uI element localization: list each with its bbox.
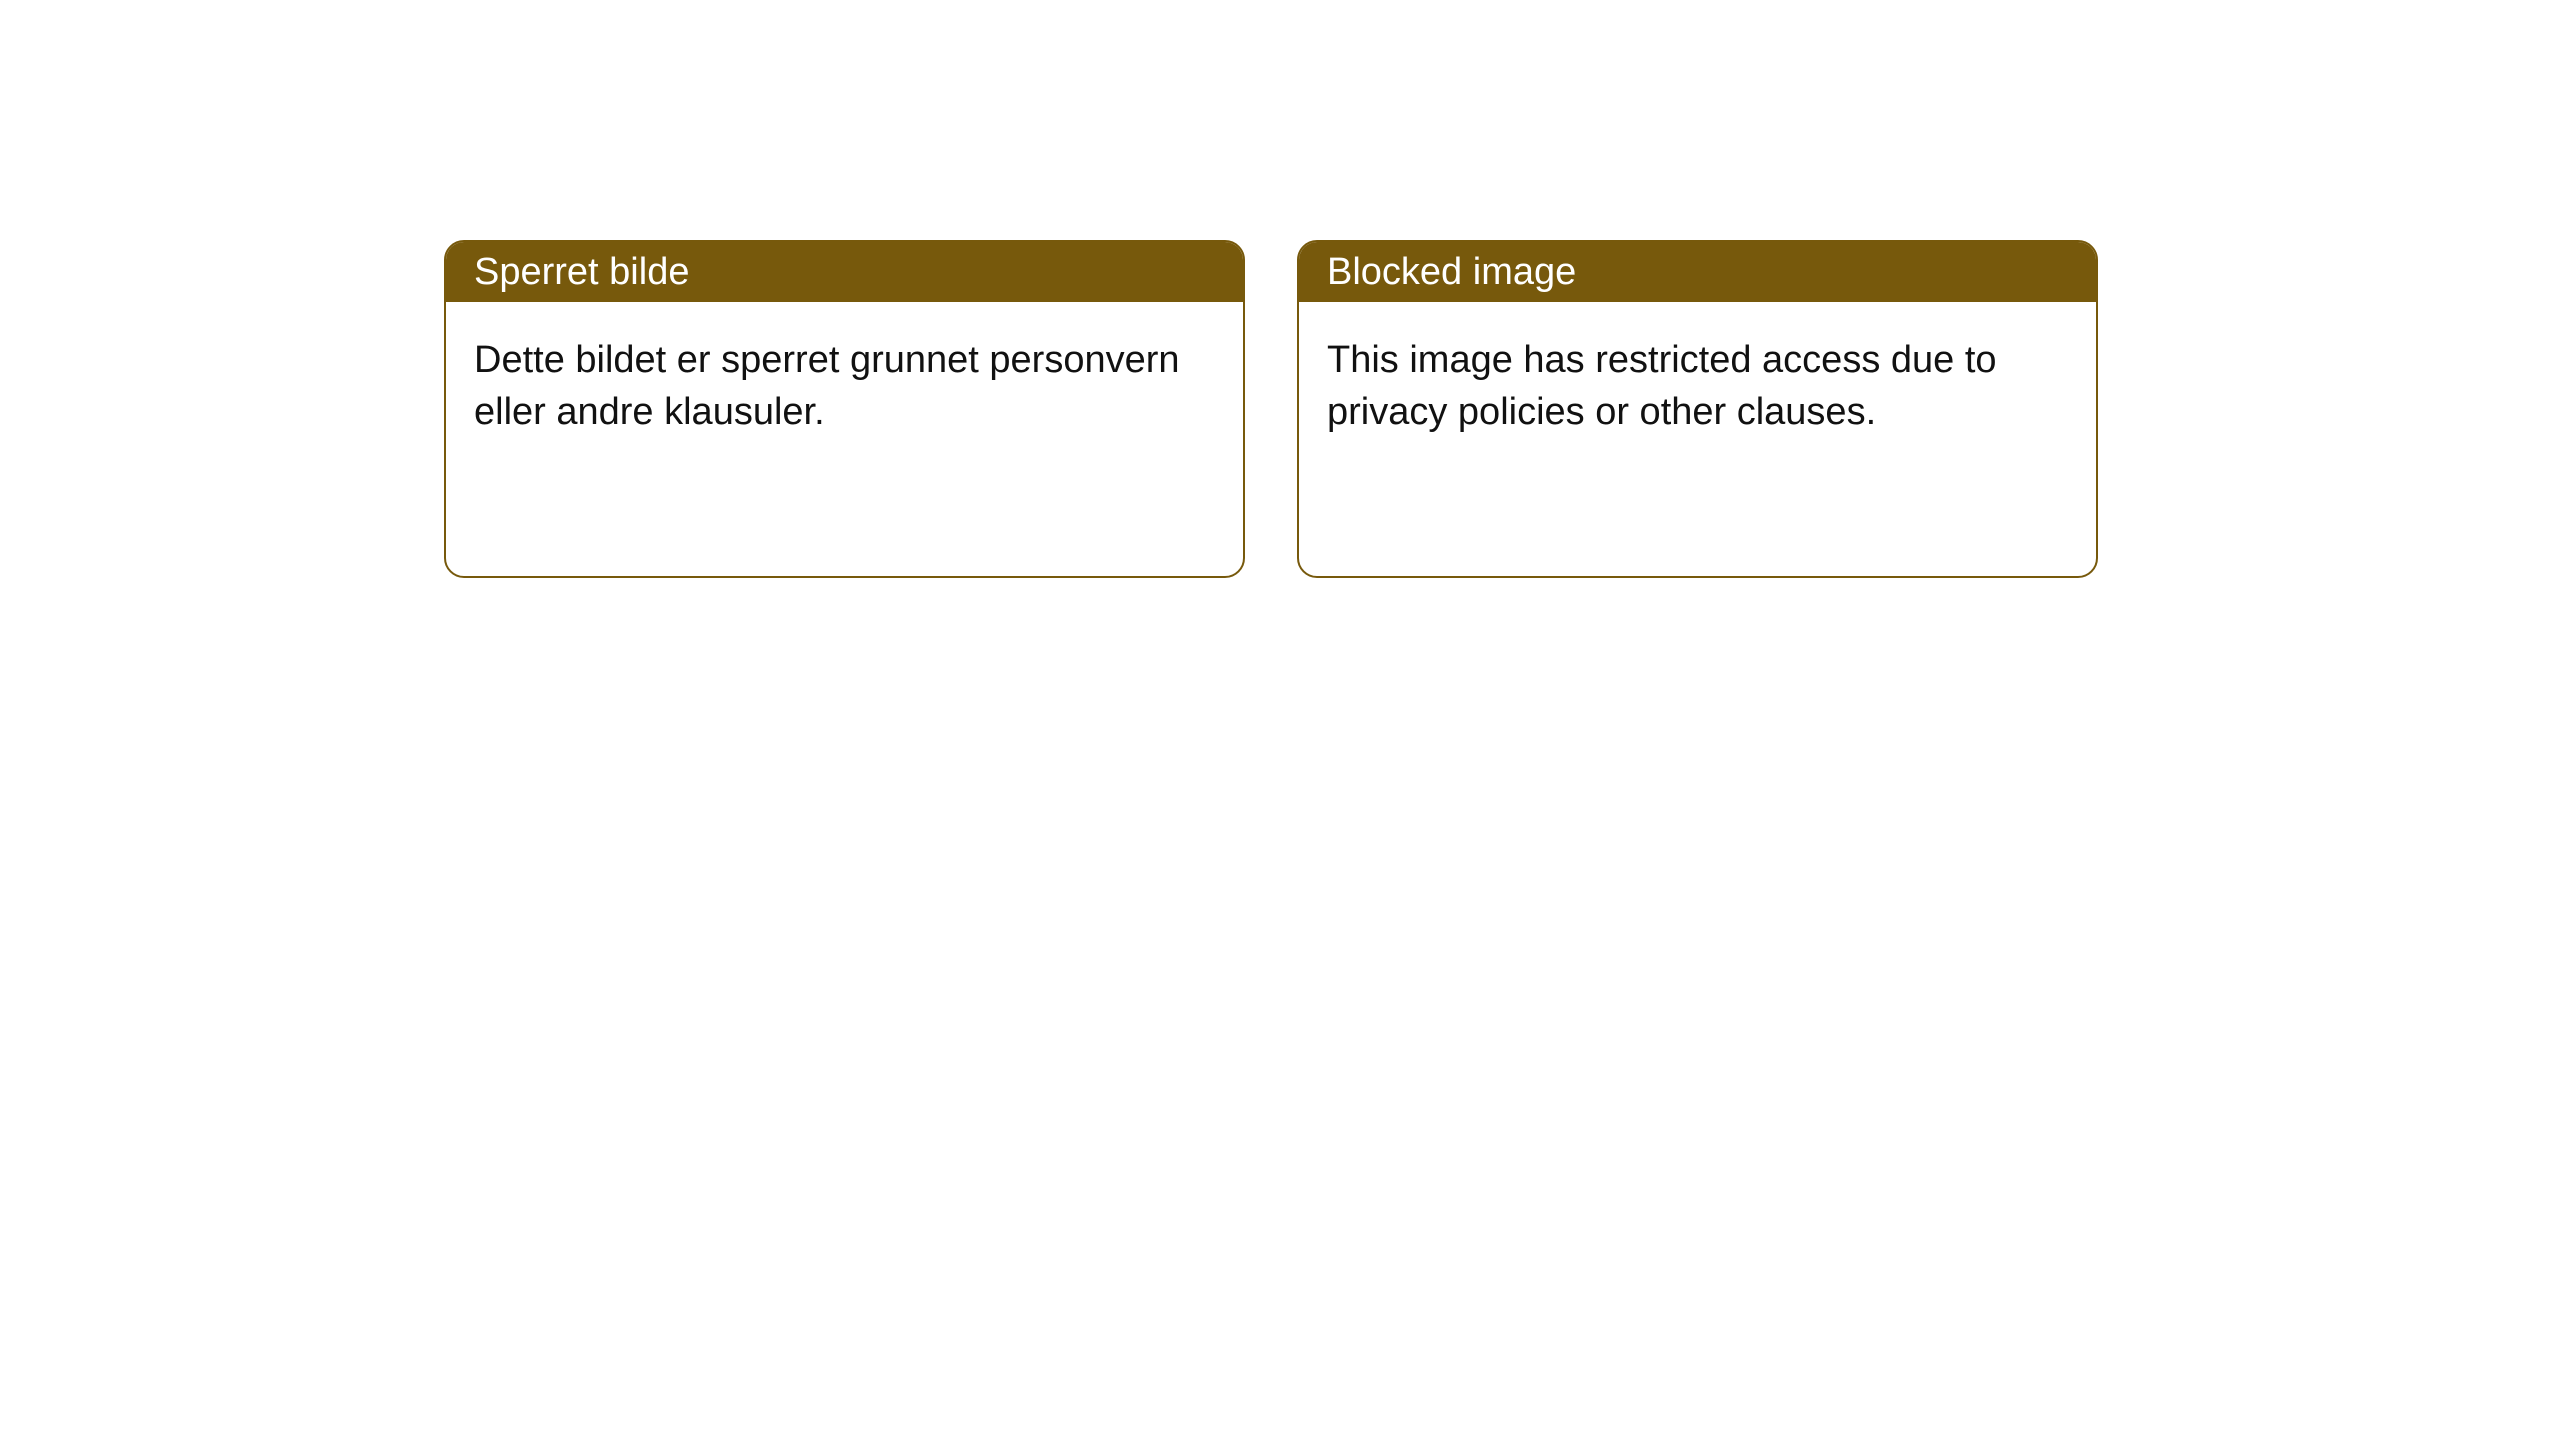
card-body: This image has restricted access due to … — [1299, 302, 2096, 470]
card-body: Dette bildet er sperret grunnet personve… — [446, 302, 1243, 470]
blocked-image-card-no: Sperret bilde Dette bildet er sperret gr… — [444, 240, 1245, 578]
card-header: Sperret bilde — [446, 242, 1243, 302]
notice-container: Sperret bilde Dette bildet er sperret gr… — [0, 0, 2560, 578]
card-header: Blocked image — [1299, 242, 2096, 302]
blocked-image-card-en: Blocked image This image has restricted … — [1297, 240, 2098, 578]
